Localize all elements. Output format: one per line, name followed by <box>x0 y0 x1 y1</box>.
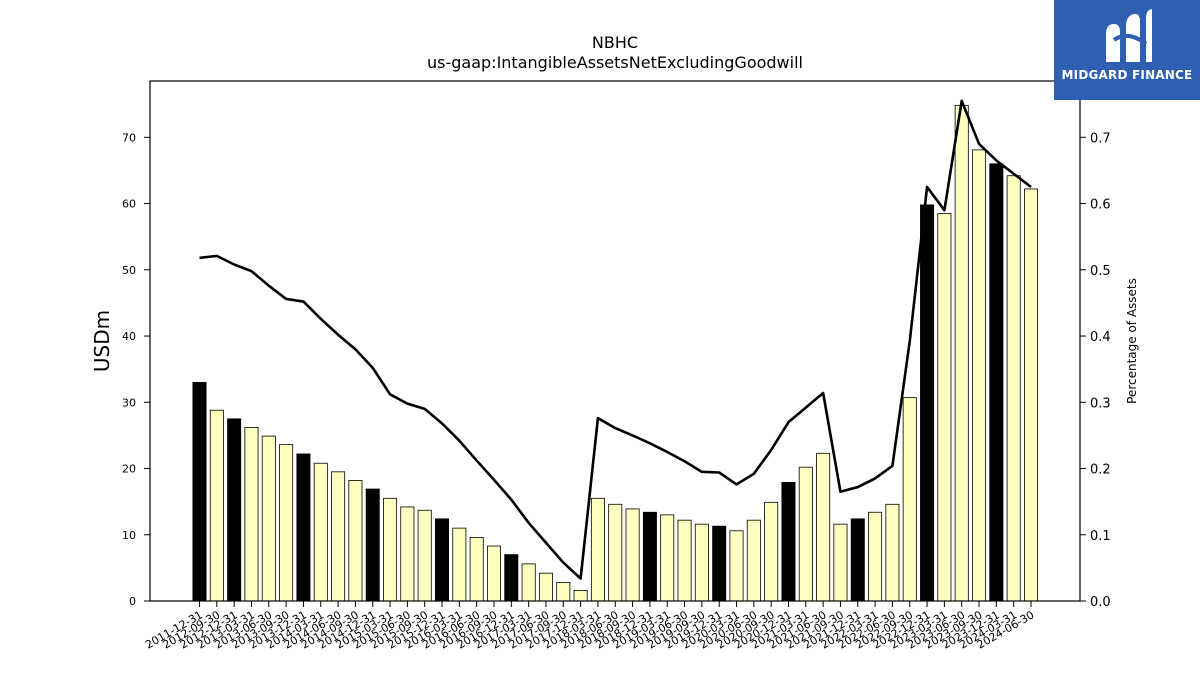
y-tick-label: 40 <box>122 330 136 343</box>
bar <box>452 527 467 602</box>
bar <box>209 409 224 602</box>
x-axis: 2011-12-312012-09-302012-12-312013-03-31… <box>143 601 1037 652</box>
bar <box>902 397 917 602</box>
brand-logo-text: MIDGARD FINANCE <box>1061 68 1193 82</box>
bar <box>417 509 432 602</box>
bar <box>1006 175 1021 602</box>
bar <box>954 105 969 602</box>
y2-tick-label: 0.0 <box>1090 595 1111 610</box>
y2-tick-label: 0.5 <box>1090 264 1111 279</box>
bar <box>781 482 796 602</box>
y2-tick-label: 0.6 <box>1090 198 1111 213</box>
bar <box>435 518 450 602</box>
bar <box>746 519 761 602</box>
y-axis-label: USDm <box>90 310 114 372</box>
chart-title: NBHC <box>592 33 638 52</box>
bar <box>521 563 536 602</box>
bar <box>486 545 501 602</box>
y2-tick-label: 0.4 <box>1090 330 1111 345</box>
midgard-m-logo-icon <box>1106 9 1152 62</box>
bar <box>660 514 675 602</box>
bar <box>296 453 311 602</box>
bar <box>469 537 484 602</box>
bar <box>261 435 276 602</box>
bar <box>798 466 813 602</box>
bar <box>885 503 900 602</box>
y-tick-label: 30 <box>122 396 136 409</box>
brand-logo: MIDGARD FINANCE <box>1054 0 1200 100</box>
bar <box>556 582 571 602</box>
chart-subtitle: us-gaap:IntangibleAssetsNetExcludingGood… <box>427 53 803 72</box>
series-line <box>199 99 1032 580</box>
bar <box>227 418 242 602</box>
y-tick-label: 50 <box>122 264 136 277</box>
bar <box>244 427 259 602</box>
bar <box>989 163 1004 602</box>
bar <box>868 511 883 602</box>
y-tick-label: 70 <box>122 131 136 144</box>
y2-tick-label: 0.1 <box>1090 529 1111 544</box>
bar <box>625 508 640 602</box>
y2-axis-label: Percentage of Assets <box>1125 278 1139 404</box>
y2-tick-label: 0.7 <box>1090 131 1111 146</box>
bar <box>937 213 952 602</box>
y-tick-label: 10 <box>122 529 136 542</box>
bar <box>694 523 709 602</box>
bar <box>590 497 605 602</box>
bar <box>833 523 848 602</box>
y-tick-label: 0 <box>129 595 136 608</box>
bar <box>348 480 363 602</box>
y-tick-label: 60 <box>122 198 136 211</box>
bar <box>608 503 623 602</box>
line-group <box>199 99 1032 580</box>
bar <box>816 452 831 602</box>
y-axis-left: 0 10 20 30 40 50 60 70 <box>122 131 150 608</box>
y-axis-right: 0.0 0.1 0.2 0.3 0.4 0.5 0.6 0.7 <box>1080 131 1111 610</box>
bar <box>192 381 207 602</box>
bar <box>920 204 935 602</box>
bar <box>677 519 692 602</box>
bar <box>972 149 987 602</box>
bar <box>504 554 519 602</box>
bar <box>642 511 657 602</box>
bar <box>764 501 779 602</box>
bar <box>279 444 294 602</box>
y2-tick-label: 0.2 <box>1090 463 1111 478</box>
bar <box>729 530 744 602</box>
bar <box>538 572 553 602</box>
bar <box>331 471 346 602</box>
bar <box>712 525 727 602</box>
bar <box>400 506 415 602</box>
y2-tick-label: 0.3 <box>1090 396 1111 411</box>
bar <box>573 590 588 602</box>
bar <box>313 462 328 602</box>
bar-group <box>192 105 1039 602</box>
y-tick-label: 20 <box>122 463 136 476</box>
bar <box>383 497 398 602</box>
bar <box>365 488 380 602</box>
bar <box>850 518 865 602</box>
bar <box>1024 188 1039 602</box>
